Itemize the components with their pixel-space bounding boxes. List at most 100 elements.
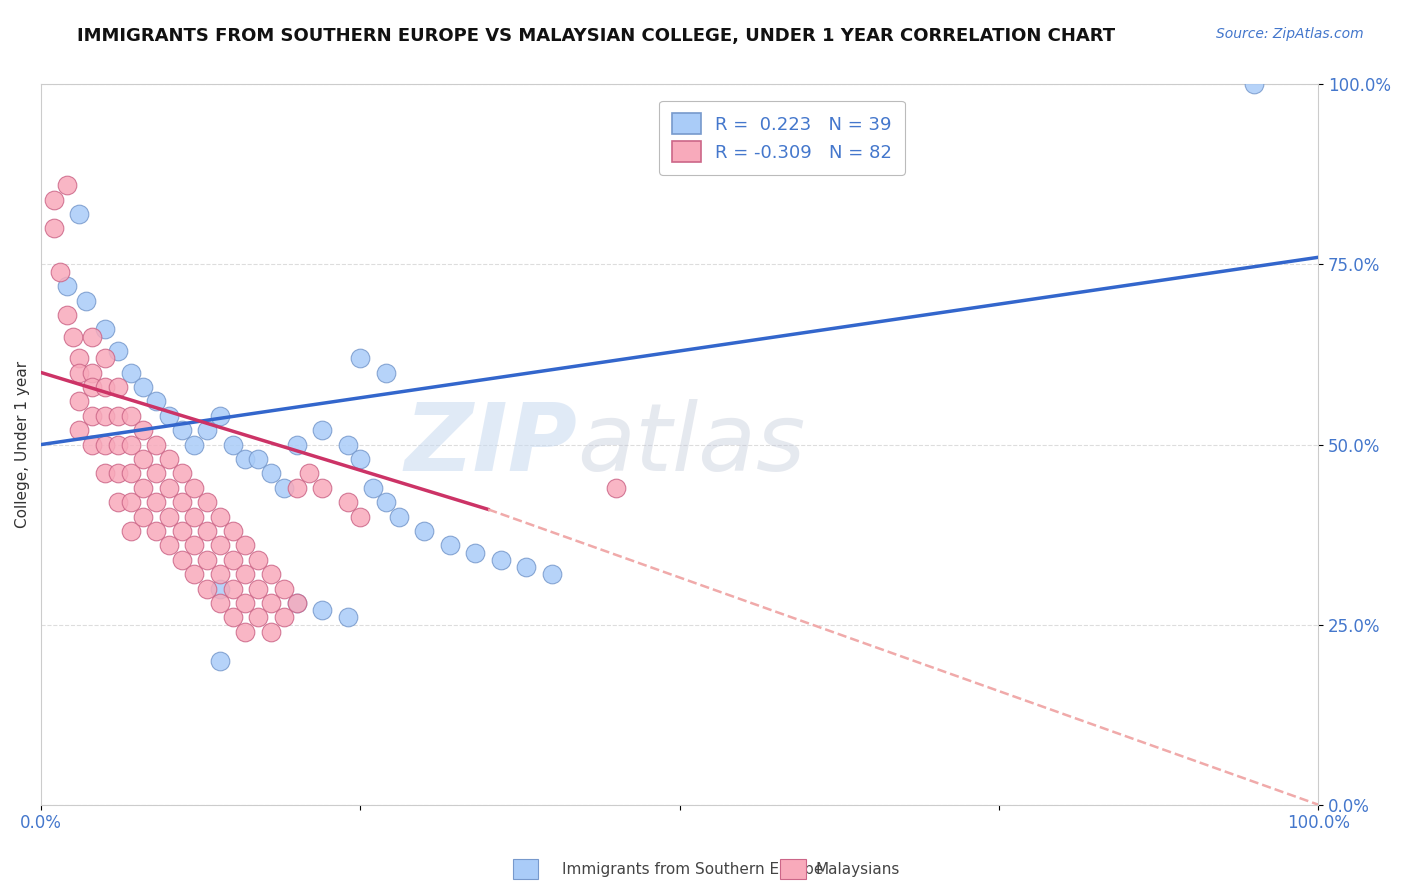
Point [221,553,243,567]
Point [311,481,333,495]
Point [145,524,167,538]
Point [170,524,193,538]
Point [273,481,295,495]
Point [82,380,104,394]
Point [208,538,231,552]
Point [132,481,155,495]
Point [221,437,243,451]
Point [170,467,193,481]
Point [67,366,90,380]
Text: Immigrants from Southern Europe: Immigrants from Southern Europe [562,863,824,877]
Point [336,495,359,509]
Point [67,394,90,409]
Point [132,509,155,524]
Point [260,467,283,481]
Point [107,380,129,394]
Point [311,603,333,617]
Point [183,567,205,582]
Point [67,351,90,365]
Point [157,538,180,552]
Point [374,495,396,509]
Point [208,654,231,668]
Point [82,437,104,451]
Point [247,582,270,596]
Point [195,553,218,567]
Point [94,409,117,423]
Point [120,366,142,380]
Point [132,423,155,437]
Point [145,467,167,481]
Point [132,380,155,394]
Point [82,409,104,423]
Point [235,596,257,610]
Point [1243,78,1265,92]
Point [195,582,218,596]
Point [42,193,65,207]
Point [82,329,104,343]
Point [94,351,117,365]
Point [374,366,396,380]
Point [195,524,218,538]
Text: Source: ZipAtlas.com: Source: ZipAtlas.com [1216,27,1364,41]
Point [107,409,129,423]
Point [464,546,486,560]
Point [235,624,257,639]
Point [388,509,411,524]
Point [120,467,142,481]
Point [157,452,180,467]
Point [349,351,371,365]
Text: IMMIGRANTS FROM SOUTHERN EUROPE VS MALAYSIAN COLLEGE, UNDER 1 YEAR CORRELATION C: IMMIGRANTS FROM SOUTHERN EUROPE VS MALAY… [77,27,1115,45]
Point [107,495,129,509]
Point [235,452,257,467]
Point [94,437,117,451]
Point [515,560,537,574]
Point [260,624,283,639]
Y-axis label: College, Under 1 year: College, Under 1 year [15,361,30,528]
Point [247,553,270,567]
Point [42,221,65,235]
Point [349,509,371,524]
Point [273,610,295,624]
Point [221,582,243,596]
Point [67,207,90,221]
Point [195,423,218,437]
Text: ZIP: ZIP [405,399,578,491]
Point [247,610,270,624]
Point [55,308,77,322]
Point [235,567,257,582]
Point [49,265,72,279]
Point [107,343,129,358]
Point [260,596,283,610]
Point [183,481,205,495]
Point [285,481,308,495]
Point [605,481,627,495]
Point [285,596,308,610]
Point [349,452,371,467]
Point [247,452,270,467]
Point [157,509,180,524]
Point [120,524,142,538]
Point [208,567,231,582]
Point [132,452,155,467]
Text: atlas: atlas [578,399,806,490]
Point [208,582,231,596]
Point [298,467,321,481]
Point [75,293,97,308]
Point [336,610,359,624]
Point [489,553,512,567]
Point [120,409,142,423]
Point [145,495,167,509]
Point [221,610,243,624]
Point [183,538,205,552]
Point [120,437,142,451]
Point [336,437,359,451]
Point [361,481,384,495]
Point [208,596,231,610]
Point [120,495,142,509]
Point [195,495,218,509]
Point [82,366,104,380]
Point [260,567,283,582]
Point [55,178,77,193]
Legend: R =  0.223   N = 39, R = -0.309   N = 82: R = 0.223 N = 39, R = -0.309 N = 82 [659,101,904,175]
Point [413,524,436,538]
